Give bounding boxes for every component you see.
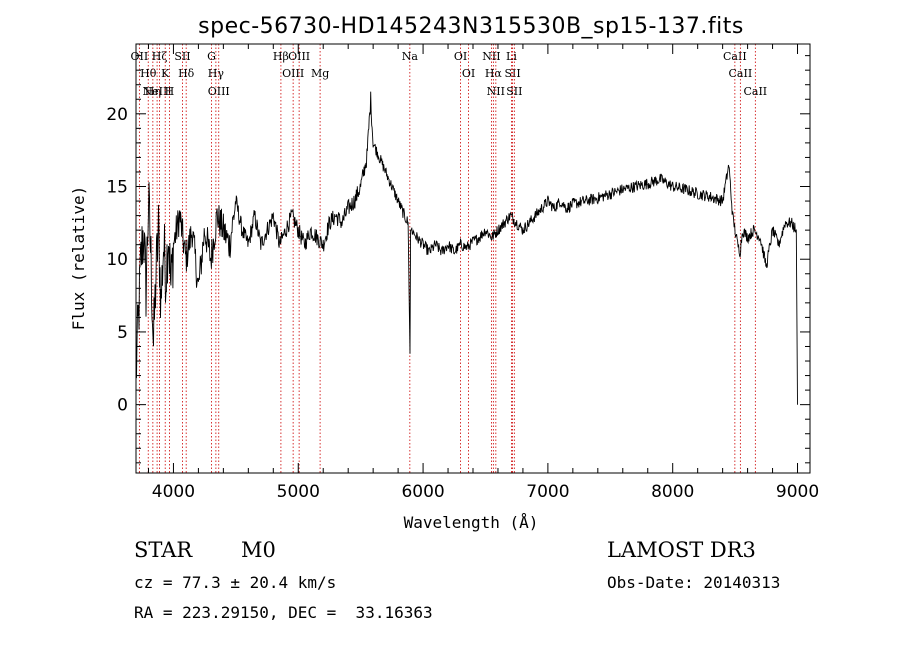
y-tick-label: 15 (106, 178, 128, 198)
chart-title: spec-56730-HD145243N315530B_sp15-137.fit… (198, 14, 744, 39)
x-tick-label: 8000 (651, 482, 694, 502)
line-marker-label: OI (454, 50, 467, 63)
redshift-velocity: cz = 77.3 ± 20.4 km/s (134, 573, 337, 592)
line-marker-label: Li (506, 50, 517, 63)
line-marker-label: OIII (288, 50, 310, 63)
y-tick-label: 0 (117, 396, 128, 416)
line-marker-label: SII (504, 67, 520, 80)
y-axis-label: Flux (relative) (69, 186, 88, 331)
line-markers: OIIHθHηNeIIIHζKHSIIHδGHγOIIIHβOIIIOIIIMg… (131, 44, 767, 473)
line-marker-label: NII (487, 85, 505, 98)
observation-date: Obs-Date: 20140313 (607, 573, 781, 592)
line-marker-label: Mg (311, 67, 329, 80)
line-marker-label: OII (131, 50, 149, 63)
line-marker-label: SII (506, 85, 522, 98)
x-tick-label: 9000 (776, 482, 819, 502)
spectrum-series (135, 91, 798, 405)
line-marker-label: SII (174, 50, 190, 63)
line-marker-label: Hδ (178, 67, 195, 80)
y-tick-label: 5 (117, 323, 128, 343)
y-tick-label: 10 (106, 250, 128, 270)
line-marker-label: CaII (723, 50, 747, 63)
line-marker-label: K (161, 67, 170, 80)
spectrum-line (135, 91, 798, 405)
line-marker-label: H (165, 85, 175, 98)
line-marker-label: Hβ (273, 50, 289, 63)
line-marker-label: Hζ (152, 50, 168, 63)
object-subclass: M0 (241, 538, 276, 562)
survey-name: LAMOST DR3 (607, 538, 756, 562)
line-marker-label: CaII (743, 85, 767, 98)
x-axis-label: Wavelength (Å) (404, 513, 539, 532)
y-tick-label: 20 (106, 105, 128, 125)
line-marker-label: Hθ (140, 67, 157, 80)
line-marker-label: OI (462, 67, 475, 80)
object-class: STAR (134, 538, 193, 562)
line-marker-label: Hα (485, 67, 503, 80)
coordinates: RA = 223.29150, DEC = 33.16363 (134, 603, 433, 622)
plot-frame (135, 43, 811, 474)
axes: 4000 5000 6000 7000 8000 9000 0 5 10 15 20 (106, 44, 819, 502)
x-tick-label: 6000 (401, 482, 444, 502)
line-marker-label: Hη (145, 85, 161, 98)
line-marker-label: CaII (729, 67, 753, 80)
line-marker-label: NeIII (143, 85, 172, 98)
line-marker-label: Na (402, 50, 419, 63)
line-marker-label: NII (482, 50, 500, 63)
line-marker-label: G (207, 50, 216, 63)
x-tick-label: 4000 (152, 482, 195, 502)
line-marker-label: OIII (208, 85, 230, 98)
line-marker-label: Hγ (208, 67, 225, 80)
x-tick-label: 5000 (277, 482, 320, 502)
line-marker-label: OIII (282, 67, 304, 80)
x-tick-label: 7000 (526, 482, 569, 502)
